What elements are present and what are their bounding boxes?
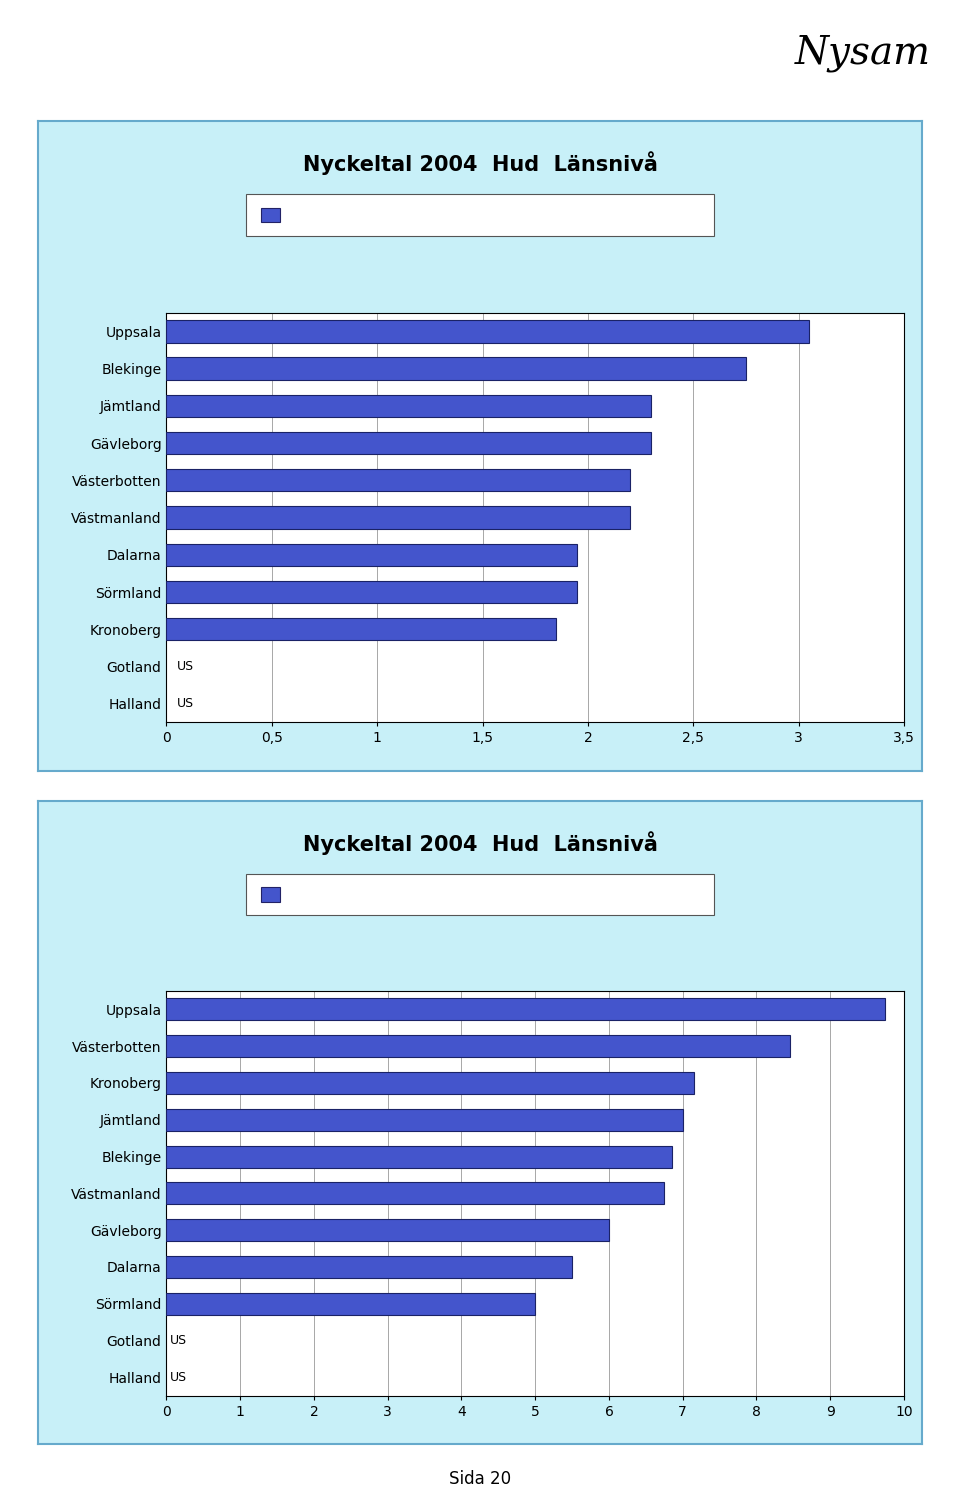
Bar (166, 544, 577, 565)
Bar (166, 1182, 664, 1205)
Text: Sida 20: Sida 20 (449, 1470, 511, 1488)
Bar (166, 1256, 572, 1278)
FancyBboxPatch shape (261, 888, 280, 901)
Bar (166, 1219, 609, 1241)
Bar (166, 998, 885, 1021)
Text: Ant årsarb läkare per 100.000 inv: Ant årsarb läkare per 100.000 inv (287, 207, 522, 224)
Bar (166, 357, 746, 380)
Text: Nyckeltal 2004  Hud  Länsnivå: Nyckeltal 2004 Hud Länsnivå (302, 151, 658, 175)
Bar (166, 1146, 672, 1167)
Bar (166, 618, 556, 641)
Text: US: US (177, 661, 194, 673)
Bar (166, 1108, 683, 1131)
Bar (166, 507, 630, 529)
Bar (166, 1293, 536, 1315)
FancyBboxPatch shape (246, 194, 714, 236)
Bar (166, 1036, 790, 1057)
Bar (166, 1072, 694, 1095)
Bar (166, 432, 651, 454)
Text: Nysam: Nysam (795, 35, 931, 73)
FancyBboxPatch shape (246, 874, 714, 915)
Bar (166, 581, 577, 603)
Bar (166, 395, 651, 417)
FancyBboxPatch shape (261, 209, 280, 222)
Bar (166, 469, 630, 491)
Bar (166, 321, 809, 343)
Text: Antal årsarb övrig pers per 100.000 inv: Antal årsarb övrig pers per 100.000 inv (287, 886, 562, 903)
Text: Nyckeltal 2004  Hud  Länsnivå: Nyckeltal 2004 Hud Länsnivå (302, 832, 658, 856)
Text: US: US (170, 1371, 187, 1383)
Text: US: US (177, 697, 194, 711)
Text: US: US (170, 1334, 187, 1347)
